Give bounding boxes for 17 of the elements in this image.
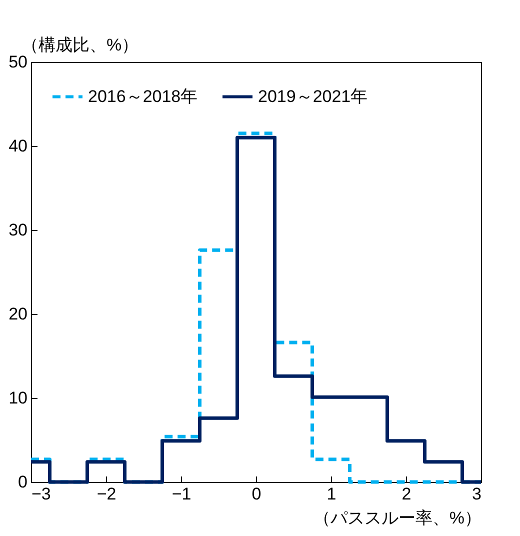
x-tick-label: 2 — [402, 484, 412, 504]
y-tick-label: 0 — [18, 472, 28, 492]
y-axis-title: （構成比、%） — [22, 36, 139, 54]
x-axis-title: （パススルー率、%） — [313, 508, 482, 528]
x-tick-label: 1 — [326, 484, 336, 504]
y-tick-label: 20 — [8, 304, 28, 324]
x-tick-label: −2 — [96, 484, 116, 504]
x-tick-label: −1 — [172, 484, 192, 504]
y-tick-label: 50 — [8, 52, 28, 72]
legend-label: 2016～2018年 — [88, 86, 198, 106]
legend-label: 2019～2021年 — [258, 86, 368, 106]
x-tick-label: −3 — [32, 484, 51, 504]
x-tick-label: 3 — [472, 484, 482, 504]
y-tick-label: 40 — [8, 136, 28, 156]
x-tick-label: 0 — [252, 484, 262, 504]
y-tick-label: 10 — [8, 388, 28, 408]
y-tick-label: 30 — [8, 220, 28, 240]
